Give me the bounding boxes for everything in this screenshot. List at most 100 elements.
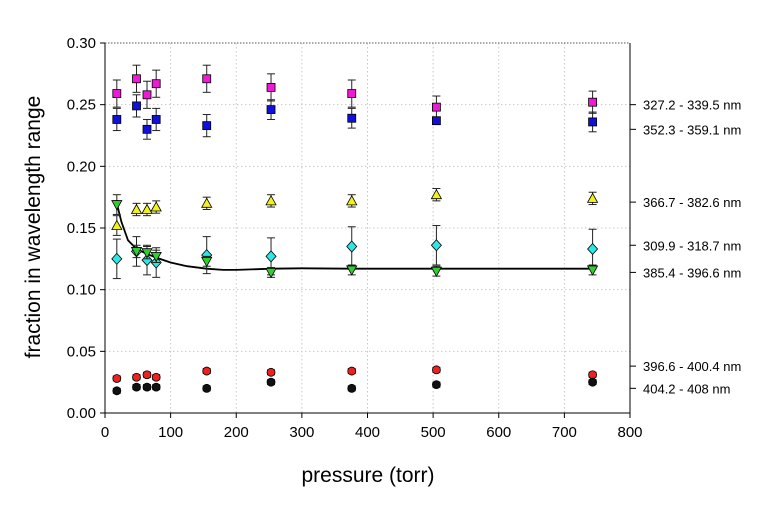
data-point bbox=[265, 267, 277, 279]
data-point bbox=[587, 242, 599, 256]
data-point bbox=[111, 200, 123, 211]
y-ticks: 0.00 0.05 0.10 0.15 0.20 0.25 0.30 bbox=[67, 35, 105, 422]
x-tick-label: 700 bbox=[552, 424, 577, 441]
right-ticks bbox=[630, 104, 636, 389]
data-point bbox=[347, 366, 357, 376]
data-point bbox=[346, 240, 358, 253]
series-group bbox=[112, 377, 597, 396]
x-tick-label: 300 bbox=[289, 424, 314, 441]
data-point bbox=[266, 105, 276, 114]
data-point bbox=[142, 124, 152, 134]
data-point bbox=[346, 265, 358, 276]
y-tick-label: 0.20 bbox=[67, 158, 96, 175]
series-label: 366.7 - 382.6 nm bbox=[643, 195, 741, 210]
data-point bbox=[346, 195, 358, 206]
data-point bbox=[586, 265, 599, 276]
x-ticks: 0 100 200 300 400 500 600 700 800 bbox=[101, 413, 643, 441]
data-point bbox=[432, 116, 441, 126]
data-point bbox=[202, 74, 212, 84]
data-point bbox=[132, 372, 141, 382]
x-tick-label: 600 bbox=[486, 424, 511, 441]
data-point bbox=[142, 90, 152, 100]
data-point bbox=[266, 367, 276, 377]
data-point bbox=[347, 383, 357, 393]
series-group bbox=[111, 225, 599, 280]
data-point bbox=[265, 195, 277, 206]
data-point bbox=[132, 101, 141, 111]
data-point bbox=[347, 89, 357, 98]
data-point bbox=[202, 383, 212, 393]
y-tick-label: 0.25 bbox=[67, 97, 96, 114]
data-point bbox=[150, 251, 162, 263]
data-point bbox=[151, 372, 161, 382]
x-axis-title: pressure (torr) bbox=[301, 464, 434, 487]
x-tick-label: 200 bbox=[224, 424, 249, 441]
data-point bbox=[432, 380, 441, 390]
data-point bbox=[112, 115, 122, 124]
data-point bbox=[201, 256, 213, 268]
data-point bbox=[142, 370, 152, 380]
data-point bbox=[151, 115, 161, 124]
series-group bbox=[112, 94, 597, 140]
series-label: 309.9 - 318.7 nm bbox=[643, 238, 741, 253]
x-tick-label: 0 bbox=[101, 424, 109, 441]
data-point bbox=[151, 79, 161, 89]
x-tick-label: 500 bbox=[421, 424, 446, 441]
data-point bbox=[586, 192, 599, 203]
data-point bbox=[347, 113, 357, 123]
data-point bbox=[432, 365, 441, 375]
data-point bbox=[130, 203, 143, 214]
data-point bbox=[151, 382, 161, 392]
data-point bbox=[132, 74, 141, 84]
x-tick-label: 100 bbox=[158, 424, 183, 441]
data-point bbox=[430, 266, 443, 277]
series-label: 404.2 - 408 nm bbox=[643, 381, 730, 396]
data-point bbox=[265, 250, 277, 263]
series-label: 396.6 - 400.4 nm bbox=[643, 359, 741, 374]
data-point bbox=[111, 219, 123, 230]
series-label: 327.2 - 339.5 nm bbox=[643, 98, 741, 113]
x-tick-label: 400 bbox=[355, 424, 380, 441]
x-tick-label: 800 bbox=[617, 424, 642, 441]
y-tick-label: 0.15 bbox=[67, 220, 96, 237]
fit-curve bbox=[115, 203, 593, 271]
y-tick-label: 0.10 bbox=[67, 282, 96, 299]
data-point bbox=[150, 201, 162, 212]
data-point bbox=[111, 252, 123, 265]
data-point bbox=[266, 377, 276, 387]
data-point bbox=[130, 247, 143, 258]
fit-curve-group bbox=[115, 203, 593, 271]
series-group bbox=[111, 188, 599, 236]
data-point bbox=[112, 374, 122, 383]
data-point bbox=[430, 239, 442, 252]
y-tick-label: 0.30 bbox=[67, 35, 96, 52]
data-point bbox=[201, 197, 213, 208]
series-group bbox=[112, 365, 597, 383]
series-group bbox=[112, 64, 597, 119]
series-labels: 327.2 - 339.5 nm 352.3 - 359.1 nm 366.7 - … bbox=[643, 98, 741, 397]
data-point bbox=[588, 377, 597, 387]
series-label: 352.3 - 359.1 nm bbox=[643, 122, 741, 137]
data-point bbox=[132, 382, 141, 392]
data-point bbox=[588, 117, 597, 127]
data-point bbox=[202, 121, 212, 131]
data-point bbox=[266, 83, 276, 92]
data-point bbox=[112, 386, 122, 396]
data-point bbox=[112, 89, 122, 98]
data-point bbox=[202, 366, 212, 376]
data-point bbox=[588, 97, 597, 107]
data-point bbox=[141, 253, 153, 267]
data-point bbox=[432, 102, 441, 112]
data-point bbox=[141, 203, 153, 214]
grid bbox=[105, 43, 630, 413]
data-point bbox=[142, 382, 152, 392]
data-point bbox=[430, 188, 443, 200]
y-tick-label: 0.00 bbox=[67, 405, 96, 422]
series-group bbox=[111, 194, 599, 279]
data-point bbox=[588, 370, 597, 380]
y-tick-label: 0.05 bbox=[67, 343, 96, 360]
y-axis-title: fraction in wavelength range bbox=[22, 96, 45, 359]
data-point bbox=[141, 248, 153, 259]
series-label: 385.4 - 396.6 nm bbox=[643, 265, 741, 280]
